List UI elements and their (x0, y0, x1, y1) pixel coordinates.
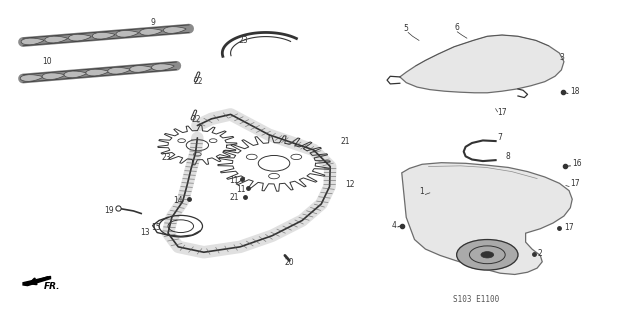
Text: 5: 5 (403, 24, 408, 33)
Polygon shape (45, 36, 67, 43)
Text: 4: 4 (392, 221, 396, 230)
Polygon shape (400, 35, 564, 93)
Text: 1: 1 (419, 188, 424, 197)
Text: 3: 3 (559, 53, 564, 63)
Polygon shape (140, 29, 163, 35)
Text: 23: 23 (162, 153, 172, 162)
Text: 14: 14 (173, 196, 183, 205)
Text: FR.: FR. (44, 282, 61, 291)
Text: 22: 22 (191, 115, 200, 124)
Text: 17: 17 (564, 223, 573, 232)
Polygon shape (402, 163, 572, 274)
Text: 12: 12 (346, 181, 355, 189)
Text: 21: 21 (229, 193, 239, 202)
Polygon shape (86, 69, 109, 76)
Circle shape (457, 240, 518, 270)
Text: 9: 9 (151, 18, 156, 26)
Polygon shape (116, 31, 139, 37)
Circle shape (481, 252, 493, 258)
Text: 19: 19 (104, 206, 114, 216)
Text: 11: 11 (236, 185, 245, 194)
Polygon shape (23, 276, 51, 286)
Text: 16: 16 (572, 159, 582, 168)
Text: 6: 6 (454, 23, 459, 32)
Text: 8: 8 (505, 152, 510, 161)
Text: 2: 2 (537, 249, 542, 258)
Text: 15: 15 (151, 223, 161, 232)
Text: 10: 10 (42, 57, 52, 66)
Text: 11: 11 (229, 176, 239, 185)
Polygon shape (68, 34, 91, 41)
Text: 23: 23 (238, 36, 248, 45)
Text: 13: 13 (140, 228, 150, 237)
Text: 17: 17 (570, 180, 580, 189)
Text: 17: 17 (497, 108, 507, 117)
Polygon shape (152, 64, 174, 70)
Polygon shape (20, 75, 43, 81)
Text: 7: 7 (497, 133, 502, 142)
Polygon shape (21, 38, 44, 45)
Polygon shape (163, 27, 186, 33)
Text: 18: 18 (570, 87, 580, 96)
Text: 22: 22 (193, 77, 203, 86)
Polygon shape (92, 33, 115, 39)
Text: 20: 20 (284, 258, 294, 267)
Polygon shape (64, 71, 86, 78)
Polygon shape (130, 66, 152, 72)
Text: S103 E1100: S103 E1100 (453, 295, 500, 304)
Text: 21: 21 (340, 137, 350, 146)
Polygon shape (108, 67, 131, 74)
Polygon shape (42, 73, 65, 79)
